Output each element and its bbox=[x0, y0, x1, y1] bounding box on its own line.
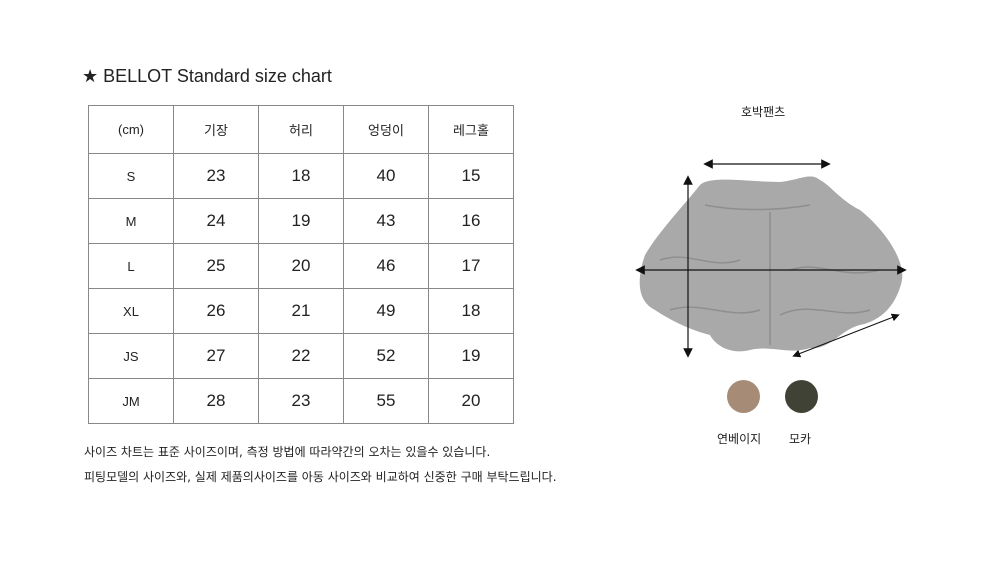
size-cell: L bbox=[88, 243, 174, 289]
value-cell: 20 bbox=[428, 378, 514, 424]
color-swatch-beige bbox=[727, 380, 760, 413]
value-cell: 20 bbox=[258, 243, 344, 289]
quilted-pumpkin-pants-image bbox=[635, 159, 907, 358]
table-row: JM 28 23 55 20 bbox=[88, 378, 514, 424]
color-label-beige: 연베이지 bbox=[717, 432, 762, 446]
page-title: ★ BELLOT Standard size chart bbox=[82, 66, 332, 86]
value-cell: 23 bbox=[173, 153, 259, 199]
value-cell: 40 bbox=[343, 153, 429, 199]
value-cell: 27 bbox=[173, 333, 259, 379]
product-name: 호박팬츠 bbox=[741, 105, 786, 119]
value-cell: 16 bbox=[428, 198, 514, 244]
header-cell: 기장 bbox=[173, 105, 259, 154]
value-cell: 22 bbox=[258, 333, 344, 379]
size-cell: JM bbox=[88, 378, 174, 424]
value-cell: 18 bbox=[428, 288, 514, 334]
header-cell: 엉덩이 bbox=[343, 105, 429, 154]
header-cell: (cm) bbox=[88, 105, 174, 154]
header-cell: 허리 bbox=[258, 105, 344, 154]
table-row: L 25 20 46 17 bbox=[88, 243, 514, 289]
value-cell: 49 bbox=[343, 288, 429, 334]
value-cell: 52 bbox=[343, 333, 429, 379]
value-cell: 21 bbox=[258, 288, 344, 334]
size-cell: S bbox=[88, 153, 174, 199]
color-swatch-mocha bbox=[785, 380, 818, 413]
size-cell: M bbox=[88, 198, 174, 244]
size-chart-table: (cm) 기장 허리 엉덩이 레그홀 S 23 18 40 15 M 24 19 43 16 L 25 20 46 1… bbox=[88, 105, 514, 424]
value-cell: 15 bbox=[428, 153, 514, 199]
value-cell: 26 bbox=[173, 288, 259, 334]
note-line-2: 피팅모델의 사이즈와, 실제 제품의사이즈를 아동 사이즈와 비교하여 신중한 … bbox=[84, 470, 557, 484]
value-cell: 25 bbox=[173, 243, 259, 289]
value-cell: 24 bbox=[173, 198, 259, 244]
table-row: XL 26 21 49 18 bbox=[88, 288, 514, 334]
table-row: M 24 19 43 16 bbox=[88, 198, 514, 244]
value-cell: 46 bbox=[343, 243, 429, 289]
header-cell: 레그홀 bbox=[428, 105, 514, 154]
table-header-row: (cm) 기장 허리 엉덩이 레그홀 bbox=[88, 105, 514, 154]
value-cell: 28 bbox=[173, 378, 259, 424]
color-label-mocha: 모카 bbox=[789, 432, 812, 446]
table-row: S 23 18 40 15 bbox=[88, 153, 514, 199]
value-cell: 18 bbox=[258, 153, 344, 199]
value-cell: 17 bbox=[428, 243, 514, 289]
size-cell: JS bbox=[88, 333, 174, 379]
value-cell: 23 bbox=[258, 378, 344, 424]
table-row: JS 27 22 52 19 bbox=[88, 333, 514, 379]
size-cell: XL bbox=[88, 288, 174, 334]
value-cell: 19 bbox=[428, 333, 514, 379]
value-cell: 43 bbox=[343, 198, 429, 244]
value-cell: 55 bbox=[343, 378, 429, 424]
note-line-1: 사이즈 차트는 표준 사이즈이며, 측정 방법에 따라약간의 오차는 있을수 있… bbox=[84, 445, 491, 459]
value-cell: 19 bbox=[258, 198, 344, 244]
